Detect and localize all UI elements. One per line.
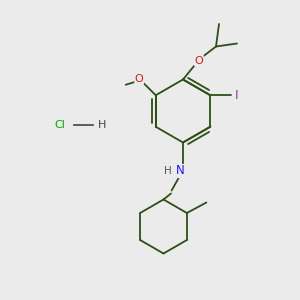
Text: H: H — [164, 166, 171, 176]
Text: I: I — [235, 89, 238, 102]
Text: O: O — [135, 74, 144, 84]
Text: Cl: Cl — [55, 119, 65, 130]
Text: N: N — [176, 164, 184, 178]
Text: O: O — [194, 56, 203, 66]
Text: H: H — [98, 119, 106, 130]
